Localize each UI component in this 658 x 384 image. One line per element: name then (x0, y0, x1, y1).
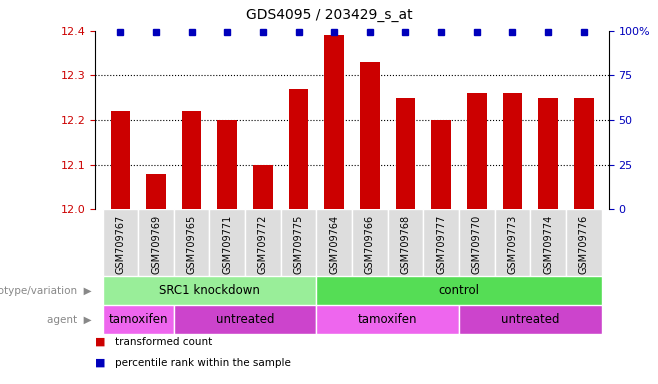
Text: GSM709769: GSM709769 (151, 215, 161, 274)
Bar (245, 209, 281, 276)
Bar (138, 209, 174, 276)
Bar (467, 93, 486, 209)
Bar (360, 62, 380, 209)
Text: GSM709777: GSM709777 (436, 215, 446, 274)
Text: GSM709775: GSM709775 (293, 215, 303, 274)
Text: GSM709766: GSM709766 (365, 215, 375, 274)
Bar (218, 120, 237, 209)
Bar (316, 276, 601, 305)
Bar (459, 209, 495, 276)
Text: percentile rank within the sample: percentile rank within the sample (115, 358, 291, 368)
Bar (566, 209, 601, 276)
Bar (174, 209, 209, 276)
Bar (209, 209, 245, 276)
Bar (316, 209, 352, 276)
Bar (574, 98, 594, 209)
Text: GSM709765: GSM709765 (187, 215, 197, 274)
Text: GDS4095 / 203429_s_at: GDS4095 / 203429_s_at (245, 8, 413, 22)
Text: control: control (438, 285, 480, 297)
Text: GSM709767: GSM709767 (115, 215, 126, 274)
Text: tamoxifen: tamoxifen (109, 313, 168, 326)
Bar (395, 98, 415, 209)
Text: untreated: untreated (501, 313, 559, 326)
Bar (324, 35, 344, 209)
Bar (530, 209, 566, 276)
Bar (495, 209, 530, 276)
Bar (103, 276, 316, 305)
Text: transformed count: transformed count (115, 337, 213, 347)
Bar (281, 209, 316, 276)
Text: GSM709770: GSM709770 (472, 215, 482, 274)
Bar (423, 209, 459, 276)
Text: GSM709773: GSM709773 (507, 215, 517, 274)
Text: GSM709768: GSM709768 (401, 215, 411, 274)
Bar (253, 165, 272, 209)
Text: ■: ■ (95, 358, 106, 368)
Text: GSM709764: GSM709764 (329, 215, 340, 274)
Bar (432, 120, 451, 209)
Text: GSM709772: GSM709772 (258, 215, 268, 274)
Bar (289, 89, 309, 209)
Bar (146, 174, 166, 209)
Bar (103, 305, 174, 334)
Bar (538, 98, 558, 209)
Text: tamoxifen: tamoxifen (358, 313, 417, 326)
Bar (174, 305, 316, 334)
Bar (352, 209, 388, 276)
Text: GSM709774: GSM709774 (543, 215, 553, 274)
Text: ■: ■ (95, 337, 106, 347)
Bar (459, 305, 601, 334)
Bar (182, 111, 201, 209)
Bar (111, 111, 130, 209)
Text: untreated: untreated (216, 313, 274, 326)
Bar (316, 305, 459, 334)
Text: GSM709776: GSM709776 (578, 215, 589, 274)
Bar (103, 209, 138, 276)
Text: GSM709771: GSM709771 (222, 215, 232, 274)
Text: SRC1 knockdown: SRC1 knockdown (159, 285, 260, 297)
Text: agent  ▶: agent ▶ (47, 314, 92, 325)
Bar (388, 209, 423, 276)
Bar (503, 93, 522, 209)
Text: genotype/variation  ▶: genotype/variation ▶ (0, 286, 92, 296)
